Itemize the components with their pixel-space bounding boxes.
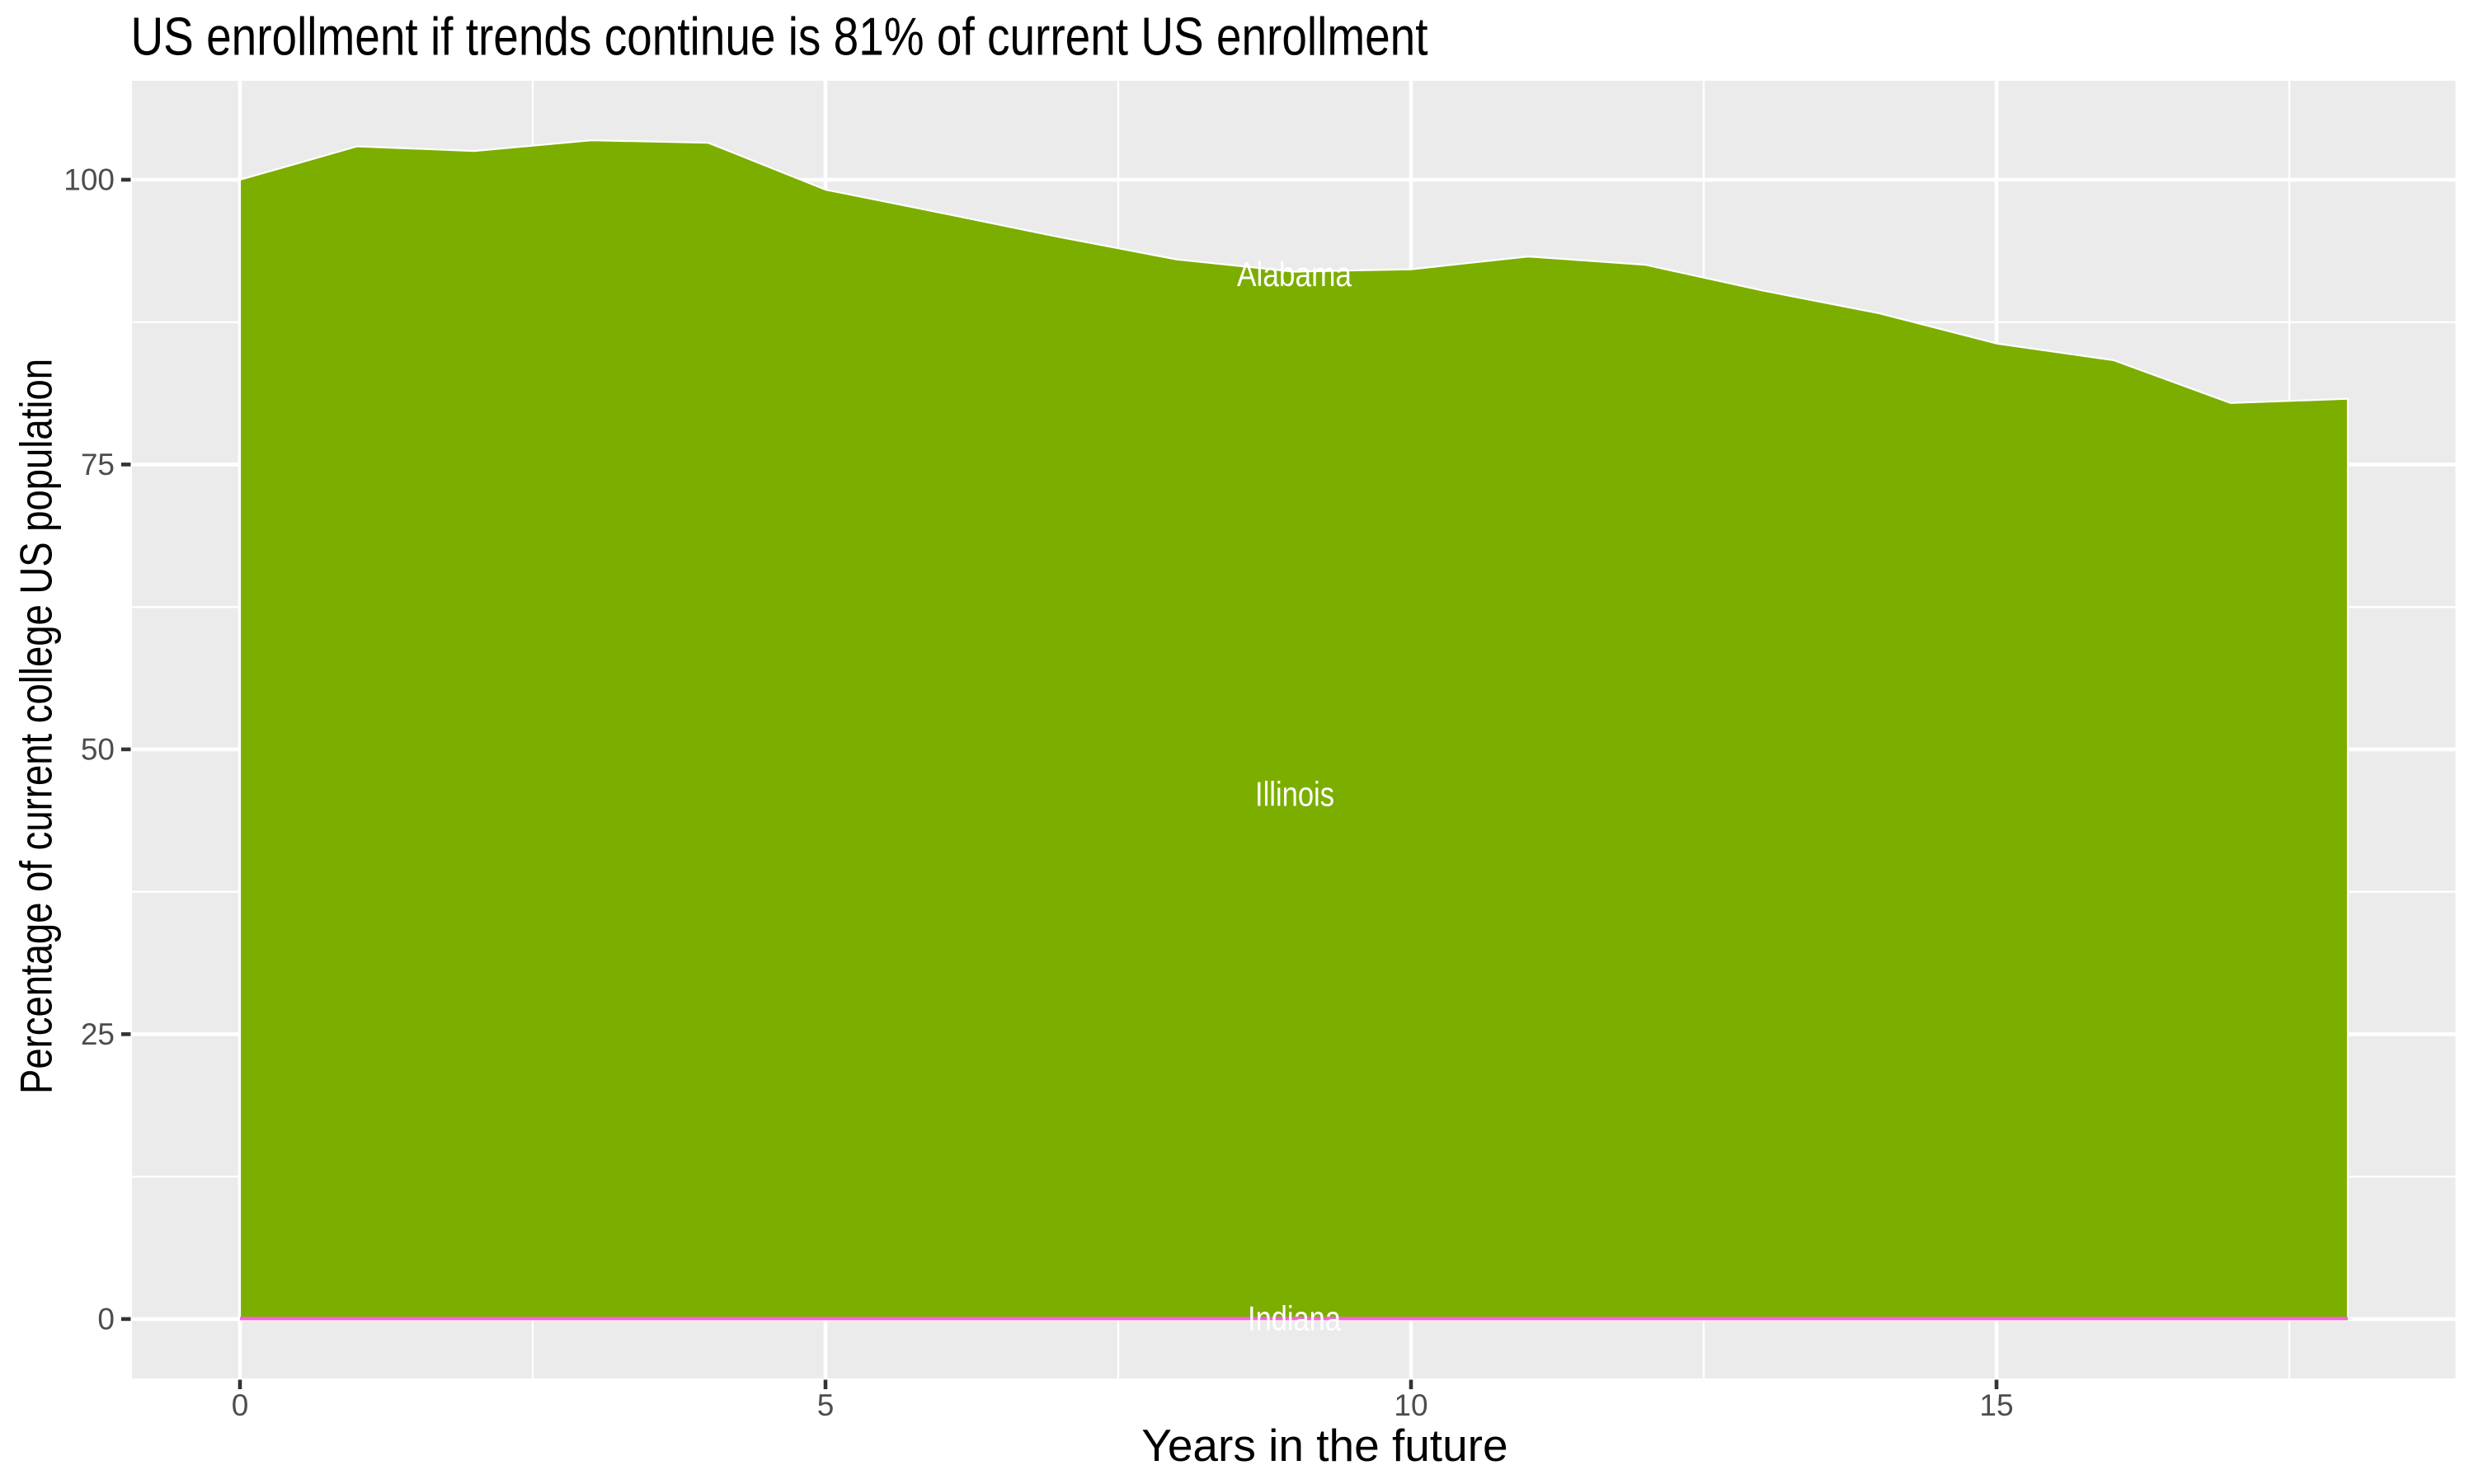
svg-text:Illinois: Illinois xyxy=(1255,775,1334,814)
svg-text:15: 15 xyxy=(1979,1388,2013,1422)
svg-text:Indiana: Indiana xyxy=(1248,1299,1342,1338)
svg-text:Alabama: Alabama xyxy=(1237,255,1352,294)
svg-text:Percentage of current college: Percentage of current college US populat… xyxy=(10,359,61,1094)
svg-text:50: 50 xyxy=(81,733,115,767)
svg-text:10: 10 xyxy=(1394,1388,1427,1422)
svg-text:25: 25 xyxy=(81,1017,115,1051)
svg-text:0: 0 xyxy=(97,1303,115,1336)
svg-text:100: 100 xyxy=(63,163,115,197)
svg-text:0: 0 xyxy=(232,1388,249,1422)
svg-text:75: 75 xyxy=(81,448,115,481)
svg-text:Years in the future: Years in the future xyxy=(1141,1420,1507,1471)
svg-text:US enrollment if trends contin: US enrollment if trends continue is 81% … xyxy=(131,6,1428,66)
svg-text:5: 5 xyxy=(817,1388,835,1422)
